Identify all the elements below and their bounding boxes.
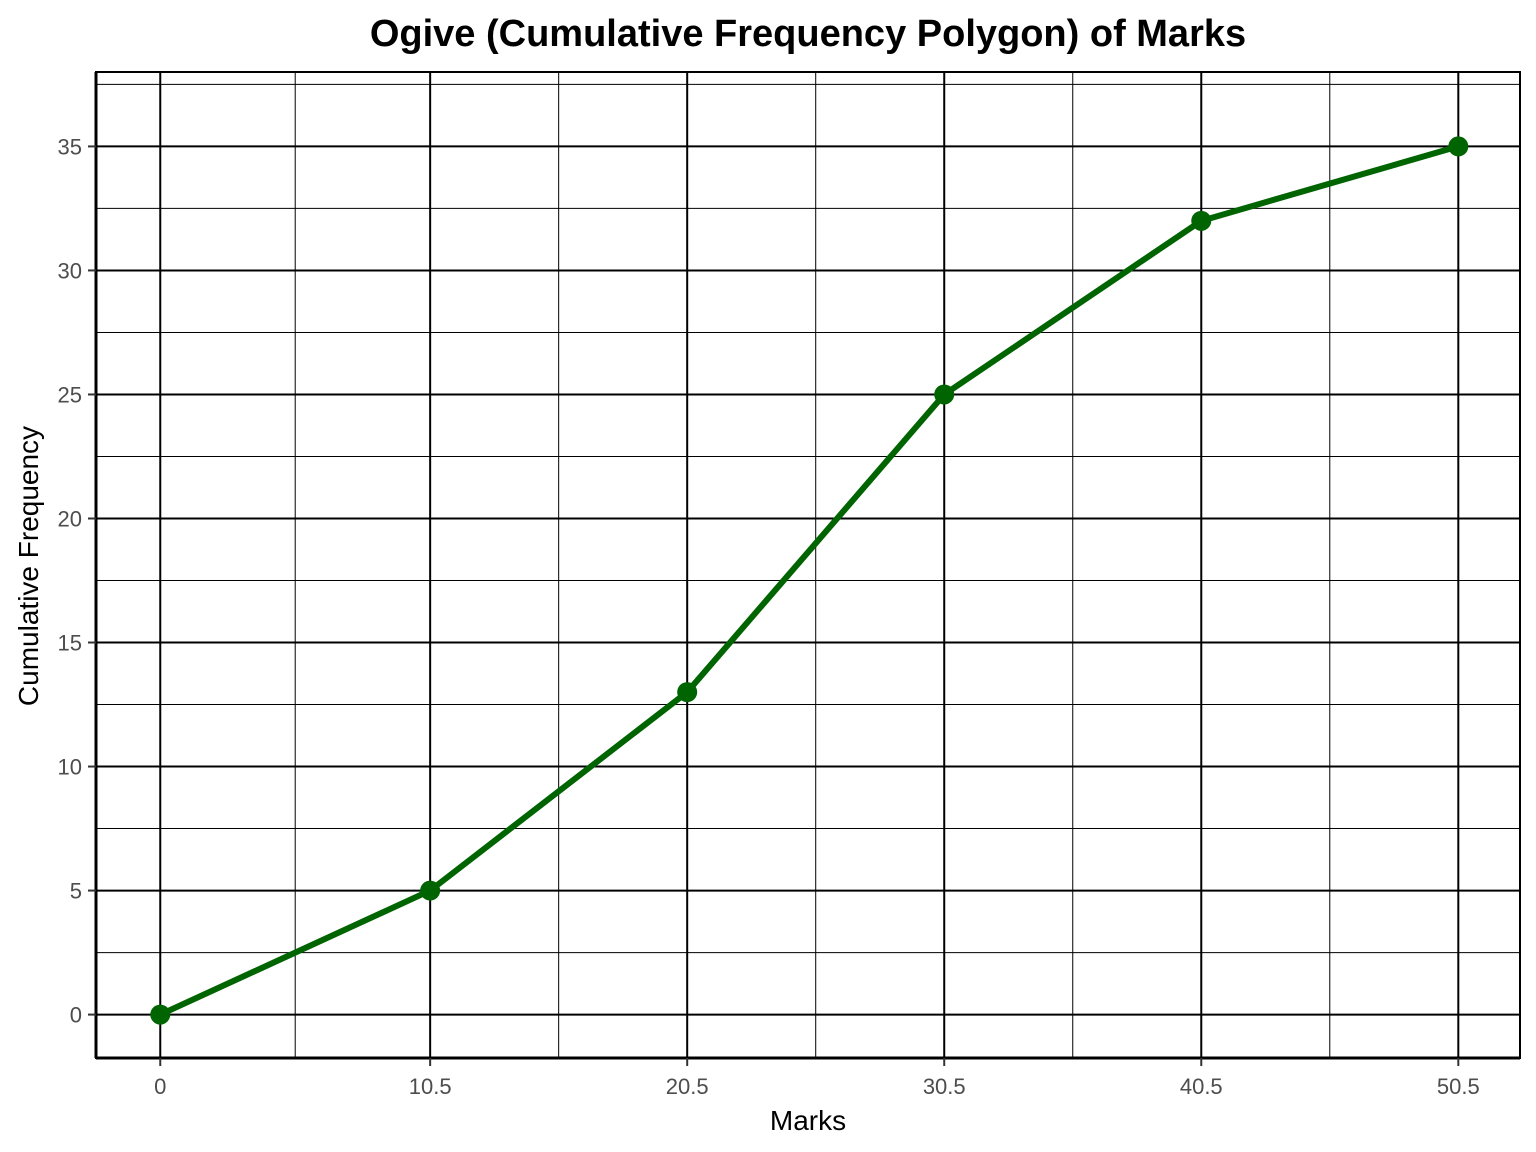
- data-point: [1191, 210, 1212, 231]
- x-tick-label: 40.5: [1180, 1074, 1223, 1099]
- data-point: [677, 682, 698, 703]
- y-axis-label: Cumulative Frequency: [13, 426, 44, 706]
- x-tick-label: 50.5: [1437, 1074, 1480, 1099]
- tick-labels: 0 10.5 20.5 30.5 40.5 50.5 0 5 10 15 20 25 30 35: [58, 134, 1480, 1099]
- data-series: [150, 136, 1469, 1025]
- data-point: [420, 880, 441, 901]
- y-tick-label: 0: [70, 1003, 82, 1028]
- y-tick-label: 15: [58, 631, 82, 656]
- chart-title: Ogive (Cumulative Frequency Polygon) of …: [370, 13, 1246, 55]
- plot-border: [95, 71, 1521, 1059]
- y-tick-label: 20: [58, 506, 82, 531]
- x-tick-label: 20.5: [666, 1074, 709, 1099]
- y-tick-label: 25: [58, 382, 82, 407]
- y-tick-label: 10: [58, 755, 82, 780]
- series-line: [157, 143, 1462, 1018]
- x-tick-label: 10.5: [409, 1074, 452, 1099]
- x-tick-label: 0: [154, 1074, 166, 1099]
- grid-lines: [96, 72, 1520, 1058]
- data-point: [934, 384, 955, 405]
- y-tick-label: 30: [58, 258, 82, 283]
- y-tick-label: 5: [70, 879, 82, 904]
- x-axis-label: Marks: [770, 1105, 846, 1136]
- x-tick-label: 30.5: [923, 1074, 966, 1099]
- axes: [94, 71, 1521, 1060]
- y-tick-label: 35: [58, 134, 82, 159]
- data-point: [1448, 136, 1469, 157]
- data-point: [150, 1004, 171, 1025]
